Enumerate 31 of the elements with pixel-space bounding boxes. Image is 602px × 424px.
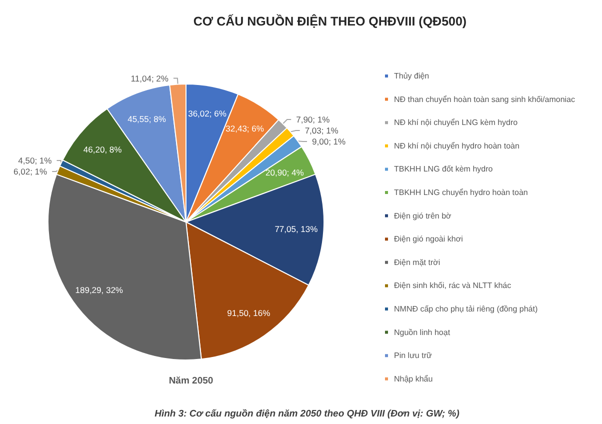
legend-label: Điện gió trên bờ (394, 211, 452, 220)
legend-label: Pin lưu trữ (394, 351, 432, 360)
legend-label: NĐ than chuyển hoàn toàn sang sinh khối/amoniac (394, 94, 576, 104)
legend-label: Điện gió ngoài khơi (394, 234, 464, 244)
legend-label: Điện mặt trời (394, 258, 440, 267)
text: Hình 3: Cơ cấu nguồn điện năm 2050 theo QHĐ VIII (Đơn vị: GW; %) (154, 408, 460, 420)
data-label: 36,02; 6% (188, 108, 227, 119)
data-label: 77,05, 13% (274, 224, 318, 234)
legend-label: TBKHH LNG chuyển hydro hoàn toàn (394, 188, 528, 197)
data-label: 7,03; 1% (304, 125, 339, 136)
legend-label: NMNĐ cấp cho phụ tải riêng (đồng phát) (394, 304, 538, 314)
text: Năm 2050 (168, 376, 214, 386)
legend-label: Điện sinh khối, rác và NLTT khác (394, 281, 512, 290)
data-label: 7,90; 1% (296, 114, 330, 124)
data-label: 6,02; 1% (14, 166, 48, 176)
data-label: 189,29, 32% (75, 285, 124, 296)
data-label: 9,00; 1% (312, 136, 346, 146)
legend-label: NĐ khí nội chuyển LNG kèm hydro (394, 118, 518, 128)
data-label: 45,55; 8% (128, 114, 166, 124)
data-label: 20,90; 4% (266, 167, 304, 178)
data-label: 11,04; 2% (130, 73, 169, 84)
data-label: 91,50, 16% (227, 308, 271, 318)
legend-label: Nguồn linh hoạt (394, 328, 451, 337)
data-label: 46,20, 8% (83, 144, 122, 155)
data-label: 32,43; 6% (226, 124, 264, 134)
chart-title: CƠ CẤU NGUỒN ĐIỆN THEO QHĐVIII (QĐ500) (193, 14, 467, 28)
data-label: 4,50; 1% (18, 155, 52, 166)
legend-label: Nhập khẩu (394, 374, 433, 384)
legend-label: Thủy điện (394, 72, 430, 80)
legend-label: NĐ khí nội chuyển hydro hoàn toàn (394, 141, 520, 150)
legend-label: TBKHH LNG đốt kèm hydro (394, 164, 494, 174)
